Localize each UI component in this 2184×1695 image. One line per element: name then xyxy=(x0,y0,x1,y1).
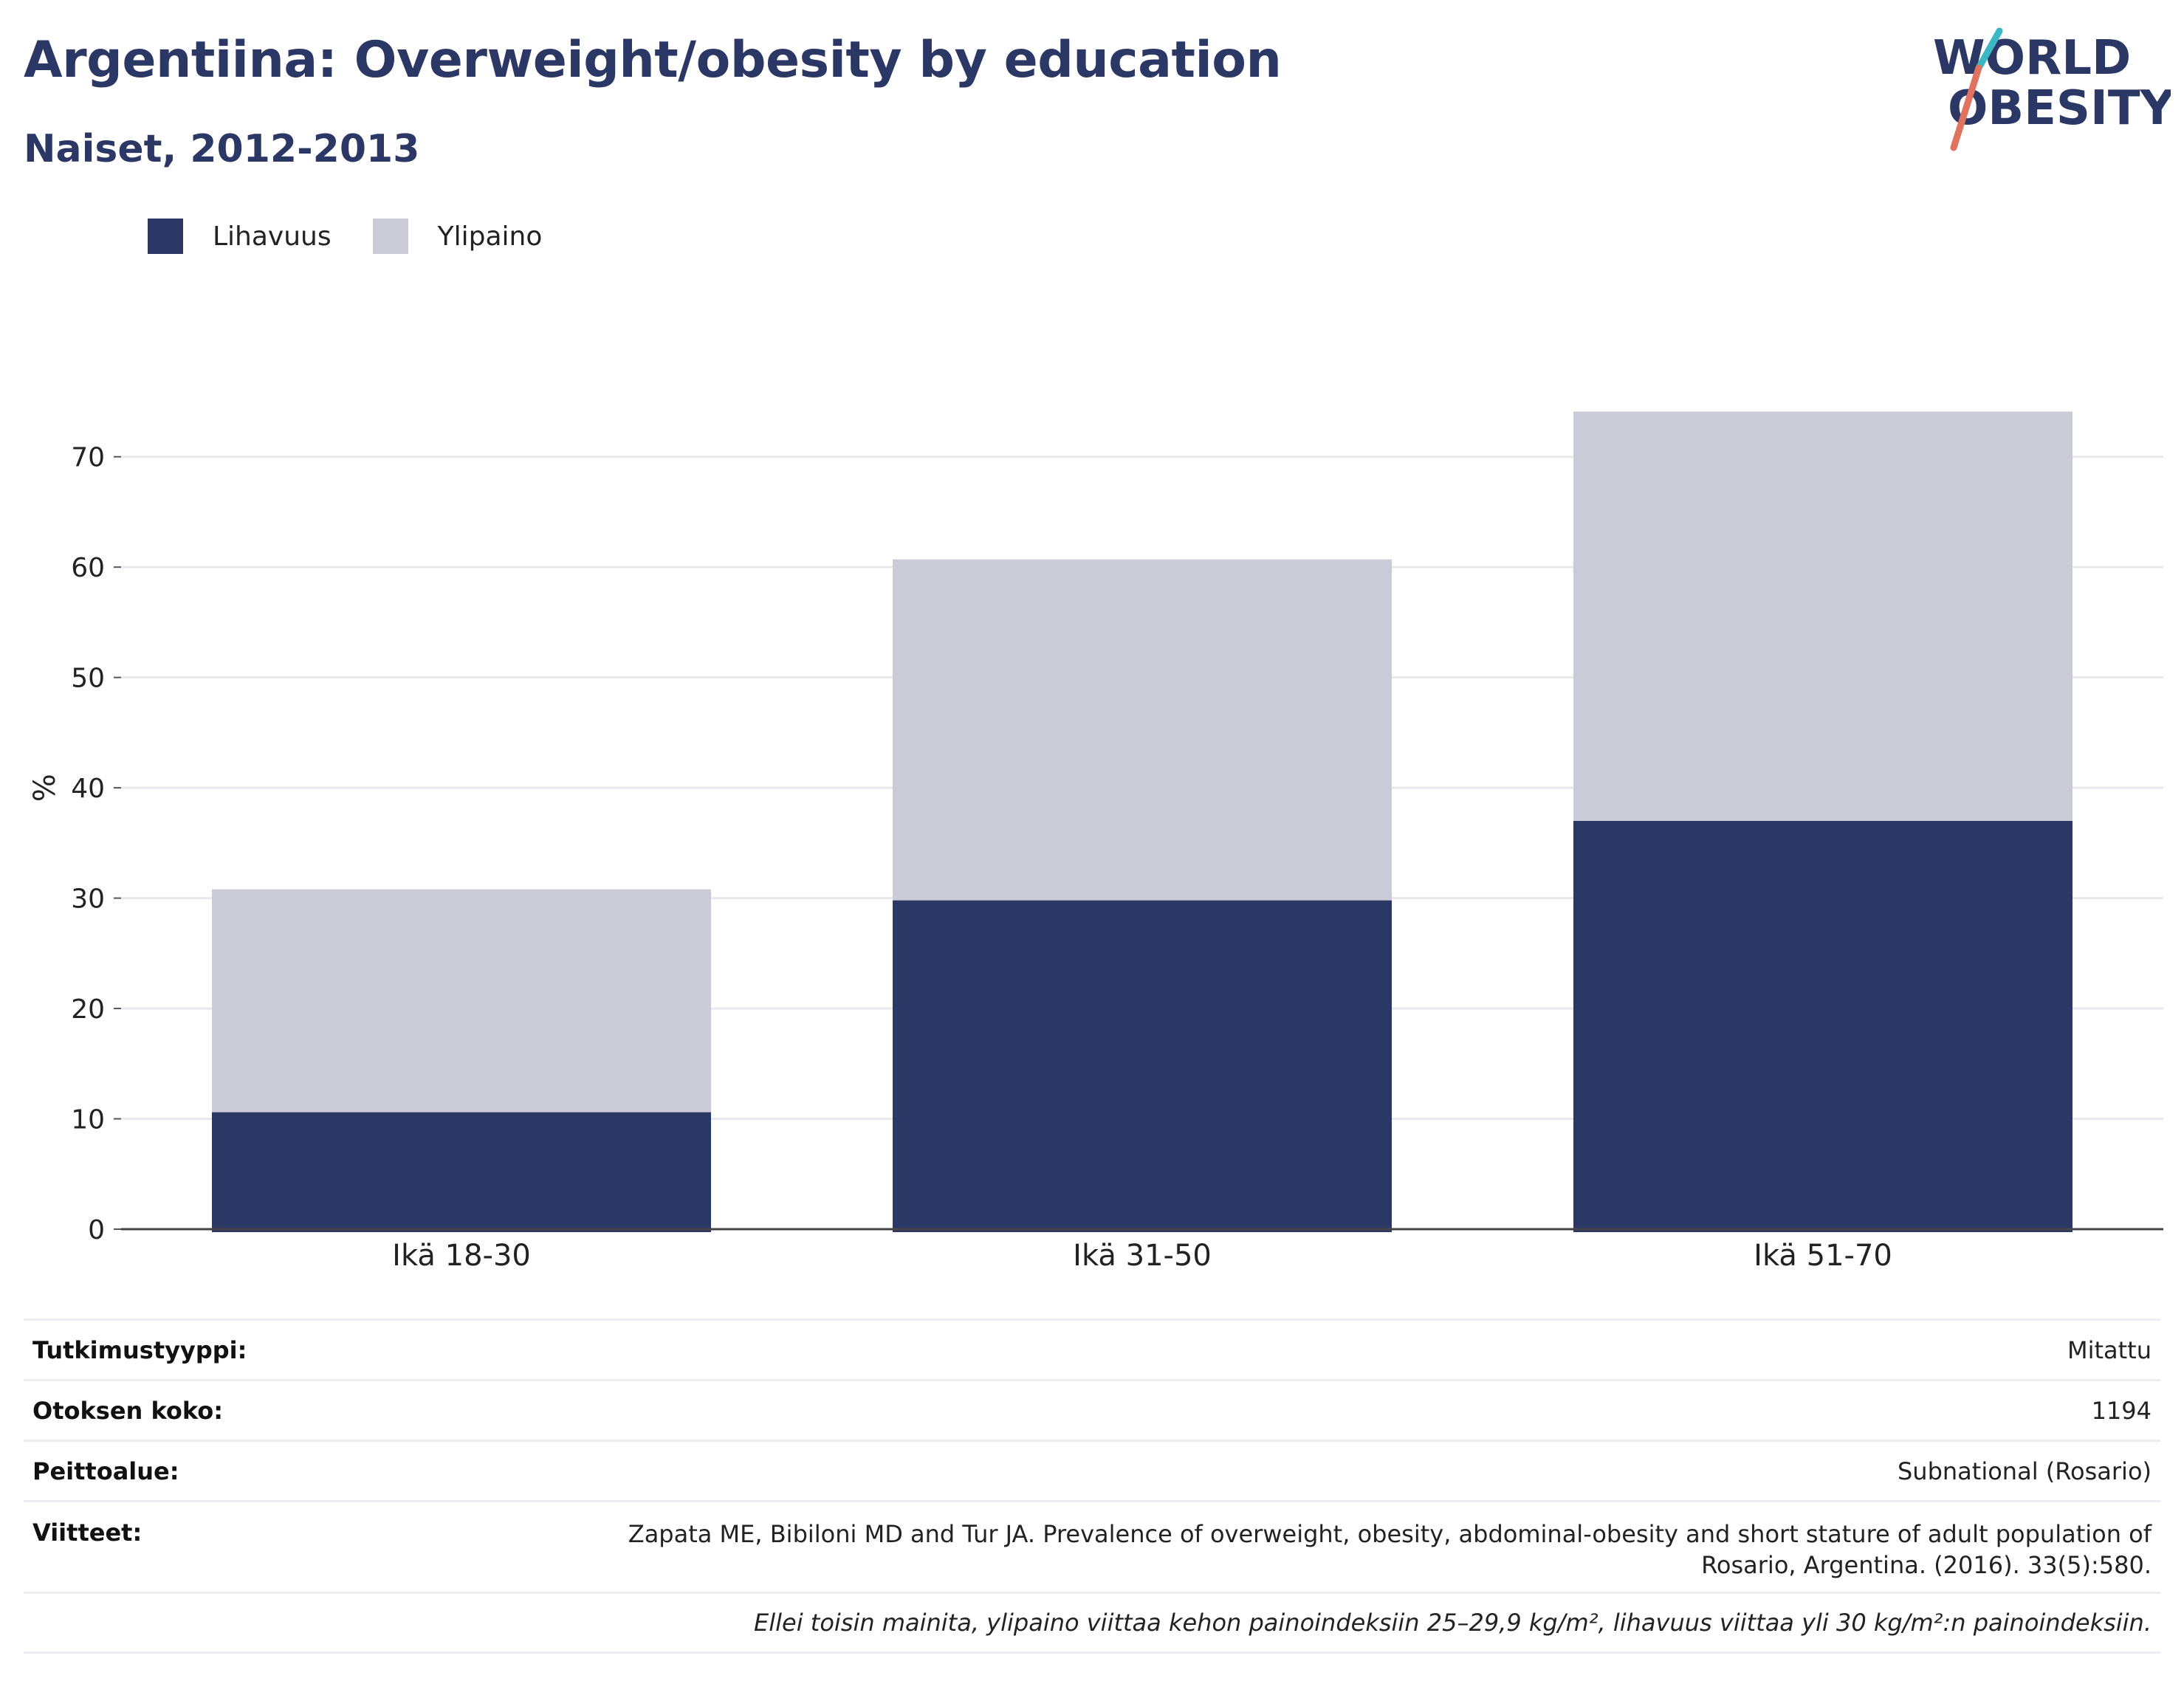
meta-row-references: Viitteet: Zapata ME, Bibiloni MD and Tur… xyxy=(24,1500,2160,1592)
logo-line-world: WORLD xyxy=(1933,31,2131,86)
references-line-1: Zapata ME, Bibiloni MD and Tur JA. Preva… xyxy=(628,1520,2152,1548)
meta-row-sample-size: Otoksen koko: 1194 xyxy=(24,1379,2160,1440)
y-tick-label: 20 xyxy=(71,994,105,1025)
x-tick-label: Ikä 31-50 xyxy=(1073,1239,1212,1273)
definition-note: Ellei toisin mainita, ylipaino viittaa k… xyxy=(754,1609,2152,1637)
sample-size-label: Otoksen koko: xyxy=(32,1396,224,1425)
metadata-table: Tutkimustyyppi: Mitattu Otoksen koko: 11… xyxy=(24,1318,2160,1654)
chart-subtitle: Naiset, 2012-2013 xyxy=(24,127,420,171)
legend-item-ylipaino: Ylipaino xyxy=(372,219,543,254)
y-tick-label: 40 xyxy=(71,774,105,804)
study-type-label: Tutkimustyyppi: xyxy=(32,1335,247,1364)
x-tick-label: Ikä 18-30 xyxy=(392,1239,531,1273)
bar-ylipaino-3 xyxy=(1573,411,2073,821)
meta-row-study-type: Tutkimustyyppi: Mitattu xyxy=(24,1318,2160,1379)
stacked-bar-chart: 0 10 20 30 40 50 60 70% Ikä 18-30 Ikä 31-50 Ikä 51… xyxy=(28,411,2163,1273)
legend-swatch-ylipaino xyxy=(372,219,408,254)
bar-lihavuus-1 xyxy=(212,1112,711,1232)
y-axis-label: % xyxy=(28,774,62,802)
meta-row-note: Ellei toisin mainita, ylipaino viittaa k… xyxy=(24,1592,2160,1654)
bar-lihavuus-2 xyxy=(893,900,1392,1232)
bar-ylipaino-2 xyxy=(893,559,1392,901)
chart-title: Argentiina: Overweight/obesity by educat… xyxy=(24,31,1282,89)
logo-line-obesity: OBESITY xyxy=(1948,81,2171,136)
y-tick-label: 30 xyxy=(71,884,105,915)
axes: 0 10 20 30 40 50 60 70% Ikä 18-30 Ikä 31-50 Ikä 51… xyxy=(28,443,2163,1273)
meta-row-coverage: Peittoalue: Subnational (Rosario) xyxy=(24,1440,2160,1500)
y-tick-label: 70 xyxy=(71,443,105,473)
bar-ylipaino-1 xyxy=(212,889,711,1113)
y-tick-label: 60 xyxy=(71,553,105,583)
legend-label-lihavuus: Lihavuus xyxy=(213,221,332,252)
references-value: Zapata ME, Bibiloni MD and Tur JA. Preva… xyxy=(628,1519,2152,1581)
legend-label-ylipaino: Ylipaino xyxy=(437,221,543,252)
world-obesity-logo: WORLD OBESITY xyxy=(1920,22,2174,155)
sample-size-value: 1194 xyxy=(2091,1396,2152,1425)
y-tick-label: 10 xyxy=(71,1105,105,1135)
study-type-value: Mitattu xyxy=(2067,1335,2152,1364)
references-label: Viitteet: xyxy=(32,1519,142,1547)
bars xyxy=(212,411,2073,1232)
coverage-value: Subnational (Rosario) xyxy=(1897,1457,2152,1485)
y-tick-label: 50 xyxy=(71,664,105,694)
y-tick-label: 0 xyxy=(88,1215,105,1245)
legend-swatch-lihavuus xyxy=(148,219,183,254)
bar-lihavuus-3 xyxy=(1573,820,2073,1232)
coverage-label: Peittoalue: xyxy=(32,1457,179,1485)
x-tick-label: Ikä 51-70 xyxy=(1754,1239,1892,1273)
chart-legend: Lihavuus Ylipaino xyxy=(148,219,583,254)
legend-item-lihavuus: Lihavuus xyxy=(148,219,332,254)
references-line-2: Rosario, Argentina. (2016). 33(5):580. xyxy=(1701,1551,2152,1579)
